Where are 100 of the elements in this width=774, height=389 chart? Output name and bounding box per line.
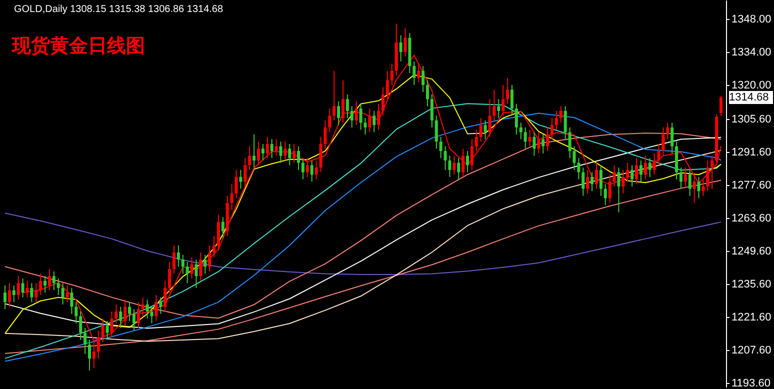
candlestick bbox=[382, 86, 385, 116]
candlestick bbox=[288, 143, 292, 166]
candlestick bbox=[84, 328, 87, 354]
candlestick bbox=[216, 214, 220, 251]
candlestick bbox=[577, 158, 580, 180]
candlestick bbox=[502, 84, 505, 116]
candlestick bbox=[168, 261, 172, 294]
candlestick bbox=[528, 129, 532, 147]
candlestick bbox=[346, 94, 349, 118]
candlestick bbox=[572, 146, 576, 170]
candlestick bbox=[328, 108, 332, 133]
candlestick bbox=[630, 164, 634, 187]
candlestick bbox=[417, 63, 420, 84]
candlestick bbox=[136, 302, 140, 329]
candlestick bbox=[74, 302, 78, 324]
candlestick bbox=[239, 169, 242, 190]
candlestick bbox=[710, 155, 714, 190]
candlestick bbox=[684, 167, 687, 187]
candlestick bbox=[479, 117, 482, 142]
candlestick bbox=[221, 216, 224, 239]
candlestick bbox=[292, 143, 296, 164]
candlestick bbox=[386, 70, 389, 100]
candlestick bbox=[44, 276, 47, 294]
y-tick-label: 1207.60 bbox=[732, 344, 772, 357]
candlestick bbox=[319, 136, 322, 173]
candlestick bbox=[8, 282, 11, 308]
candlestick bbox=[488, 98, 492, 138]
candlestick bbox=[434, 115, 438, 150]
candlestick bbox=[537, 132, 540, 154]
candlestick bbox=[128, 302, 132, 322]
candlestick bbox=[559, 106, 562, 124]
y-tick-label: 1291.60 bbox=[732, 146, 772, 158]
candlestick bbox=[519, 122, 522, 140]
candlestick bbox=[470, 138, 474, 170]
candlestick bbox=[377, 103, 380, 130]
candlestick bbox=[4, 285, 6, 310]
candlestick bbox=[466, 150, 470, 173]
candlestick bbox=[692, 174, 696, 204]
candlestick bbox=[474, 129, 478, 152]
candlestick bbox=[114, 304, 118, 324]
y-tick-label: 1305.60 bbox=[732, 113, 772, 126]
candlestick bbox=[150, 306, 154, 324]
candlestick bbox=[181, 254, 184, 274]
candlestick bbox=[524, 126, 527, 150]
candlestick bbox=[159, 296, 162, 314]
candlestick bbox=[497, 98, 500, 118]
candlestick bbox=[354, 100, 358, 126]
candlestick bbox=[399, 34, 402, 62]
candlestick bbox=[622, 169, 625, 194]
candlestick bbox=[284, 141, 287, 161]
candlestick bbox=[146, 299, 149, 320]
candlestick bbox=[422, 66, 425, 93]
candlestick bbox=[590, 172, 594, 192]
candlestick bbox=[337, 100, 340, 126]
candlestick bbox=[350, 106, 354, 128]
candlestick bbox=[444, 146, 447, 170]
candlestick bbox=[306, 158, 309, 178]
candlestick bbox=[644, 155, 647, 180]
candlestick bbox=[234, 169, 238, 199]
candlestick bbox=[21, 278, 24, 298]
candlestick bbox=[568, 126, 572, 159]
candlestick bbox=[439, 136, 442, 159]
candlestick bbox=[532, 132, 536, 156]
candlestick bbox=[119, 306, 122, 329]
candlestick bbox=[297, 146, 300, 170]
candlestick bbox=[16, 276, 20, 300]
candlestick bbox=[582, 167, 585, 196]
candlestick bbox=[261, 143, 264, 161]
candlestick bbox=[204, 254, 207, 274]
candlestick bbox=[230, 184, 234, 211]
candlestick bbox=[310, 160, 314, 182]
candlestick bbox=[484, 120, 487, 140]
candlestick bbox=[546, 126, 550, 152]
candlestick bbox=[492, 89, 496, 121]
candlestick bbox=[670, 122, 674, 154]
candlestick bbox=[426, 80, 429, 107]
candlestick bbox=[635, 158, 638, 185]
y-tick-label: 1320.00 bbox=[732, 79, 772, 92]
y-tick-label: 1348.00 bbox=[732, 13, 772, 26]
candlestick bbox=[26, 280, 29, 298]
candlestick bbox=[594, 162, 598, 190]
candlestick bbox=[256, 141, 260, 166]
candlestick bbox=[66, 285, 69, 303]
candlestick bbox=[404, 28, 407, 58]
candlestick bbox=[132, 308, 136, 331]
candlestick bbox=[648, 158, 652, 178]
candlestick bbox=[12, 285, 16, 303]
y-tick-label: 1334.00 bbox=[732, 46, 772, 58]
y-tick-label: 1235.60 bbox=[732, 278, 772, 291]
candlestick bbox=[372, 110, 376, 133]
candlestick bbox=[88, 339, 91, 371]
candlestick bbox=[604, 184, 607, 206]
candlestick bbox=[110, 310, 114, 338]
y-tick-label: 1263.60 bbox=[732, 212, 772, 225]
candlestick bbox=[697, 176, 700, 199]
candlestick bbox=[657, 143, 660, 166]
candlestick bbox=[626, 162, 630, 182]
candlestick bbox=[154, 294, 158, 322]
candlestick bbox=[706, 160, 710, 192]
candlestick bbox=[448, 155, 452, 178]
